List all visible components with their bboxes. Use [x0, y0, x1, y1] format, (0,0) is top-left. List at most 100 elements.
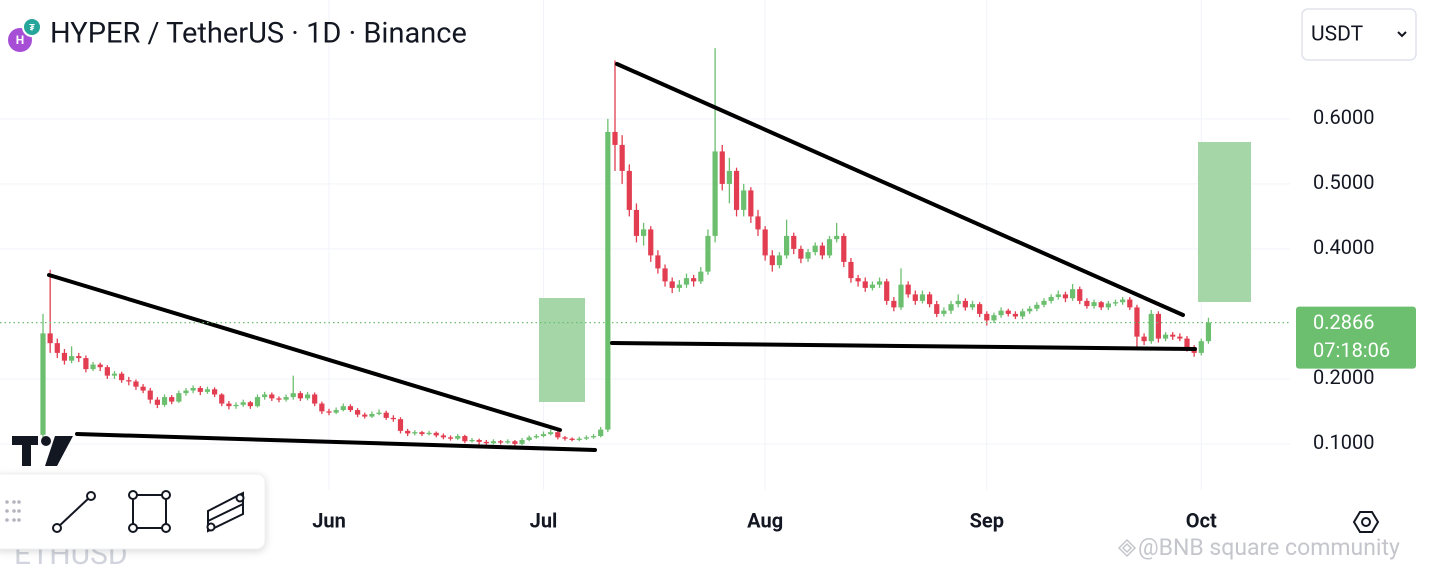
candle-body: [469, 439, 475, 442]
candle-body: [762, 229, 768, 256]
candle-body: [490, 441, 497, 444]
target-zone: [539, 298, 585, 402]
candle-body: [61, 352, 68, 361]
tv-logo: [12, 436, 73, 466]
watermark: @BNB square community: [1117, 534, 1400, 561]
candle-body: [312, 394, 318, 404]
candle-body: [405, 430, 411, 434]
candle-body: [1062, 294, 1069, 299]
candle-body: [590, 436, 597, 438]
candle-body: [1141, 336, 1147, 342]
candle-body: [648, 229, 654, 256]
candle-body: [369, 413, 375, 417]
rectangle-tool[interactable]: [128, 490, 171, 533]
candle-body: [1034, 304, 1040, 309]
candle-body: [605, 131, 611, 430]
candle-body: [376, 412, 382, 414]
candle-body: [262, 394, 268, 398]
candle-body: [798, 248, 804, 259]
candle-body: [90, 364, 96, 370]
candle-body: [748, 190, 754, 217]
candle-body: [1098, 302, 1104, 308]
candle-body: [1120, 299, 1126, 303]
candle-body: [1198, 341, 1204, 353]
symbol-icon: H ₮: [8, 17, 42, 52]
candle-body: [412, 432, 418, 434]
candle-body: [505, 441, 511, 443]
svg-text:₮: ₮: [29, 23, 35, 33]
candle-body: [140, 386, 146, 391]
candle-body: [891, 300, 897, 308]
candle-body: [333, 410, 339, 413]
candle-body: [555, 432, 561, 438]
candle-body: [226, 403, 232, 407]
candle-body: [254, 397, 261, 407]
candle-body: [276, 398, 282, 400]
candle-body: [726, 170, 732, 184]
candle-body: [526, 437, 532, 440]
settings-button[interactable]: [1352, 511, 1380, 533]
channel-tool[interactable]: [206, 491, 245, 533]
candle-body: [347, 406, 354, 411]
candle-body: [633, 209, 640, 236]
candle-body: [111, 373, 118, 376]
x-tick-label: Jun: [312, 508, 346, 532]
currency-button[interactable]: [1301, 8, 1417, 61]
candle-body: [76, 356, 82, 359]
y-tick-label: 0.6000: [1313, 105, 1374, 129]
candle-body: [440, 435, 446, 438]
candle-body: [927, 294, 933, 305]
candle-body: [1162, 334, 1169, 339]
last-price-box: [1296, 306, 1416, 369]
candle-body: [805, 252, 811, 259]
candle-body: [397, 419, 404, 431]
candle-body: [1077, 289, 1083, 301]
trend-line: [47, 273, 562, 432]
candle-body: [869, 284, 875, 288]
trend-lines: [47, 62, 1197, 452]
candle-body: [297, 393, 303, 399]
candle-body: [619, 144, 625, 171]
candle-body: [1184, 338, 1190, 348]
trend-line-tool[interactable]: [52, 491, 96, 533]
candle-body: [290, 393, 296, 398]
candle-body: [898, 284, 904, 308]
candle-body: [998, 310, 1004, 316]
candle-body: [1005, 310, 1011, 314]
candle-body: [826, 239, 833, 256]
toolbar-grip[interactable]: [5, 500, 21, 522]
candle-body: [812, 245, 818, 253]
candle-body: [340, 406, 346, 411]
candle-body: [483, 441, 489, 444]
candle-body: [147, 390, 153, 400]
candle-body: [848, 261, 854, 279]
y-tick-label: 0.2000: [1313, 365, 1374, 389]
candle-body: [862, 281, 868, 288]
candle-body: [1177, 336, 1183, 339]
candle-body: [583, 437, 589, 439]
candle-body: [948, 304, 954, 311]
candle-body: [447, 437, 454, 439]
candle-body: [612, 131, 618, 145]
candle-body: [905, 284, 911, 295]
candle-body: [69, 356, 75, 361]
candle-body: [426, 432, 432, 435]
currency-selector[interactable]: USDT: [1301, 8, 1417, 61]
candle-body: [655, 255, 661, 269]
candle-body: [247, 402, 253, 407]
candle-body: [54, 343, 60, 353]
candle-body: [1170, 334, 1176, 337]
candle-body: [719, 151, 725, 184]
candle-body: [819, 245, 825, 256]
candle-body: [841, 235, 847, 262]
candle-body: [362, 414, 368, 417]
candle-body: [919, 294, 926, 301]
candle-body: [212, 389, 218, 395]
candle-body: [104, 367, 110, 376]
candle-body: [169, 397, 175, 402]
candle-body: [705, 235, 711, 272]
x-tick-label: Oct: [1186, 508, 1217, 532]
candle-body: [97, 364, 103, 368]
candle-body: [941, 310, 947, 314]
